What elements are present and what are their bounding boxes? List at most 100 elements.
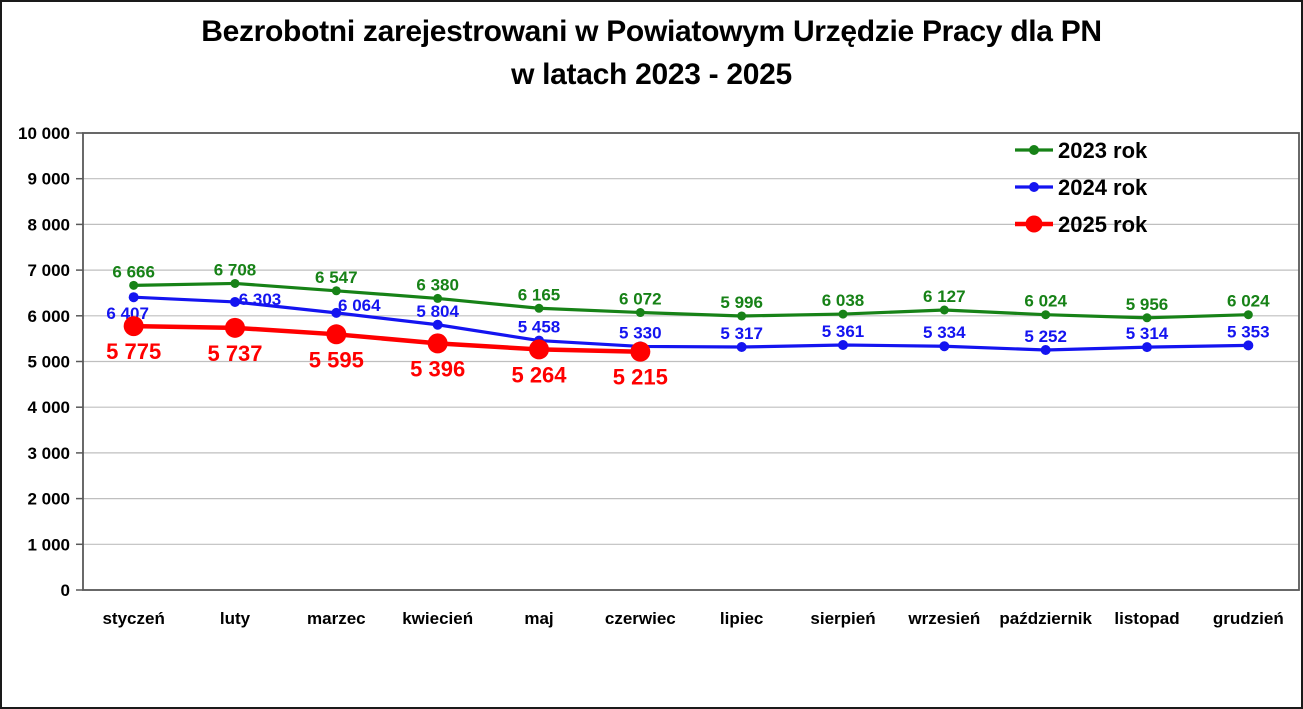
y-axis: 0 1 000 2 000 3 000 4 000 5 000 6 000 7 000 8 00… <box>18 124 83 600</box>
data-point-label: 5 956 <box>1126 295 1169 314</box>
x-category-label: grudzień <box>1213 609 1284 628</box>
x-category-label: luty <box>220 609 251 628</box>
data-point-label: 5 996 <box>720 293 763 312</box>
data-point-marker <box>838 340 848 351</box>
data-point-marker <box>939 305 949 315</box>
data-point-label: 5 361 <box>822 322 865 341</box>
x-category-label: październik <box>999 609 1092 628</box>
x-category-label: czerwiec <box>605 609 676 628</box>
data-point-label: 6 547 <box>315 268 358 287</box>
data-point-label: 6 708 <box>214 260 257 279</box>
data-point-marker <box>1142 313 1152 323</box>
data-point-marker <box>635 308 645 318</box>
data-point-marker <box>123 316 144 337</box>
series-line <box>132 281 1250 320</box>
chart-title-line1: Bezrobotni zarejestrowani w Powiatowym U… <box>201 15 1102 48</box>
data-point-label: 6 165 <box>518 285 561 304</box>
legend-marker <box>1029 145 1039 155</box>
data-point-marker <box>230 278 240 288</box>
x-category-label: wrzesień <box>907 609 980 628</box>
y-tick-label: 5 000 <box>27 353 70 372</box>
series-line <box>131 323 643 354</box>
data-point-marker <box>1041 310 1051 320</box>
data-point-label: 5 396 <box>410 356 465 381</box>
data-point-label: 5 314 <box>1126 324 1169 343</box>
data-point-marker <box>129 280 139 290</box>
data-point-label: 6 666 <box>112 262 155 281</box>
data-point-label: 6 024 <box>1227 292 1270 311</box>
data-point-label: 5 317 <box>720 324 763 343</box>
y-tick-label: 4 000 <box>27 398 70 417</box>
x-category-label: listopad <box>1114 609 1179 628</box>
data-point-marker <box>1142 342 1152 353</box>
data-point-label: 5 595 <box>309 347 364 372</box>
data-point-marker <box>630 341 651 362</box>
chart-title-line2: w latach 2023 - 2025 <box>511 58 792 91</box>
series-2025-rok: 5 775 5 737 5 595 5 396 5 264 5 215 <box>106 316 668 390</box>
y-tick-label: 1 000 <box>27 535 70 554</box>
chart-title: Bezrobotni zarejestrowani w Powiatowym U… <box>2 10 1301 96</box>
gridlines <box>83 132 1299 591</box>
data-point-marker <box>331 307 342 318</box>
data-point-label: 5 215 <box>613 365 668 390</box>
series-2023-rok: 6 666 6 708 6 547 6 380 6 165 6 072 5 996 6 038… <box>112 260 1270 323</box>
x-category-label: sierpień <box>810 609 875 628</box>
data-point-label: 5 334 <box>923 323 966 342</box>
x-category-label: styczeń <box>102 609 164 628</box>
data-point-marker <box>433 293 443 303</box>
data-point-label: 5 252 <box>1024 327 1067 346</box>
data-point-marker <box>736 342 747 353</box>
data-point-marker <box>230 296 240 307</box>
data-point-label: 5 737 <box>207 341 262 366</box>
y-tick-label: 0 <box>61 581 70 600</box>
data-point-label: 6 380 <box>416 275 459 294</box>
data-point-marker <box>225 317 245 338</box>
data-point-marker <box>326 324 347 345</box>
y-tick-label: 9 000 <box>27 170 70 189</box>
legend-label: 2025 rok <box>1058 212 1148 237</box>
legend-marker <box>1025 215 1043 233</box>
data-point-label: 5 458 <box>518 318 561 337</box>
y-tick-label: 8 000 <box>27 215 70 234</box>
data-point-marker <box>838 309 848 319</box>
y-tick-label: 10 000 <box>18 124 70 143</box>
data-point-marker <box>737 311 747 321</box>
y-tick-label: 7 000 <box>27 261 70 280</box>
data-point-label: 6 072 <box>619 290 662 309</box>
legend-label: 2023 rok <box>1058 138 1148 163</box>
x-axis: styczeń luty marzec kwiecień maj czerwiec lipi… <box>102 609 1283 628</box>
data-point-marker <box>939 341 950 352</box>
data-point-label: 5 264 <box>511 362 567 387</box>
data-point-label: 5 775 <box>106 339 161 364</box>
data-point-marker <box>534 303 544 313</box>
data-point-label: 6 064 <box>338 296 381 315</box>
data-point-label: 5 804 <box>416 302 459 321</box>
data-point-marker <box>529 339 549 360</box>
data-point-label: 6 303 <box>239 290 282 309</box>
x-category-label: maj <box>524 609 553 628</box>
x-category-label: lipiec <box>720 609 763 628</box>
series-line <box>132 295 1250 352</box>
data-point-label: 5 353 <box>1227 322 1270 341</box>
data-point-marker <box>432 319 443 330</box>
legend: 2023 rok 2024 rok 2025 rok <box>1015 138 1148 237</box>
y-tick-label: 6 000 <box>27 307 70 326</box>
data-point-label: 6 127 <box>923 287 966 306</box>
data-point-marker <box>427 333 448 354</box>
data-point-marker <box>1040 344 1051 355</box>
data-point-label: 6 038 <box>822 291 865 310</box>
data-point-marker <box>331 286 341 296</box>
data-point-label: 6 024 <box>1024 292 1067 311</box>
data-point-marker <box>1243 340 1254 351</box>
x-category-label: marzec <box>307 609 366 628</box>
data-point-label: 5 330 <box>619 323 662 342</box>
legend-label: 2024 rok <box>1058 175 1148 200</box>
x-category-label: kwiecień <box>402 609 473 628</box>
data-point-marker <box>128 292 139 303</box>
legend-marker <box>1029 182 1039 192</box>
y-tick-label: 3 000 <box>27 444 70 463</box>
data-point-marker <box>1243 310 1253 320</box>
